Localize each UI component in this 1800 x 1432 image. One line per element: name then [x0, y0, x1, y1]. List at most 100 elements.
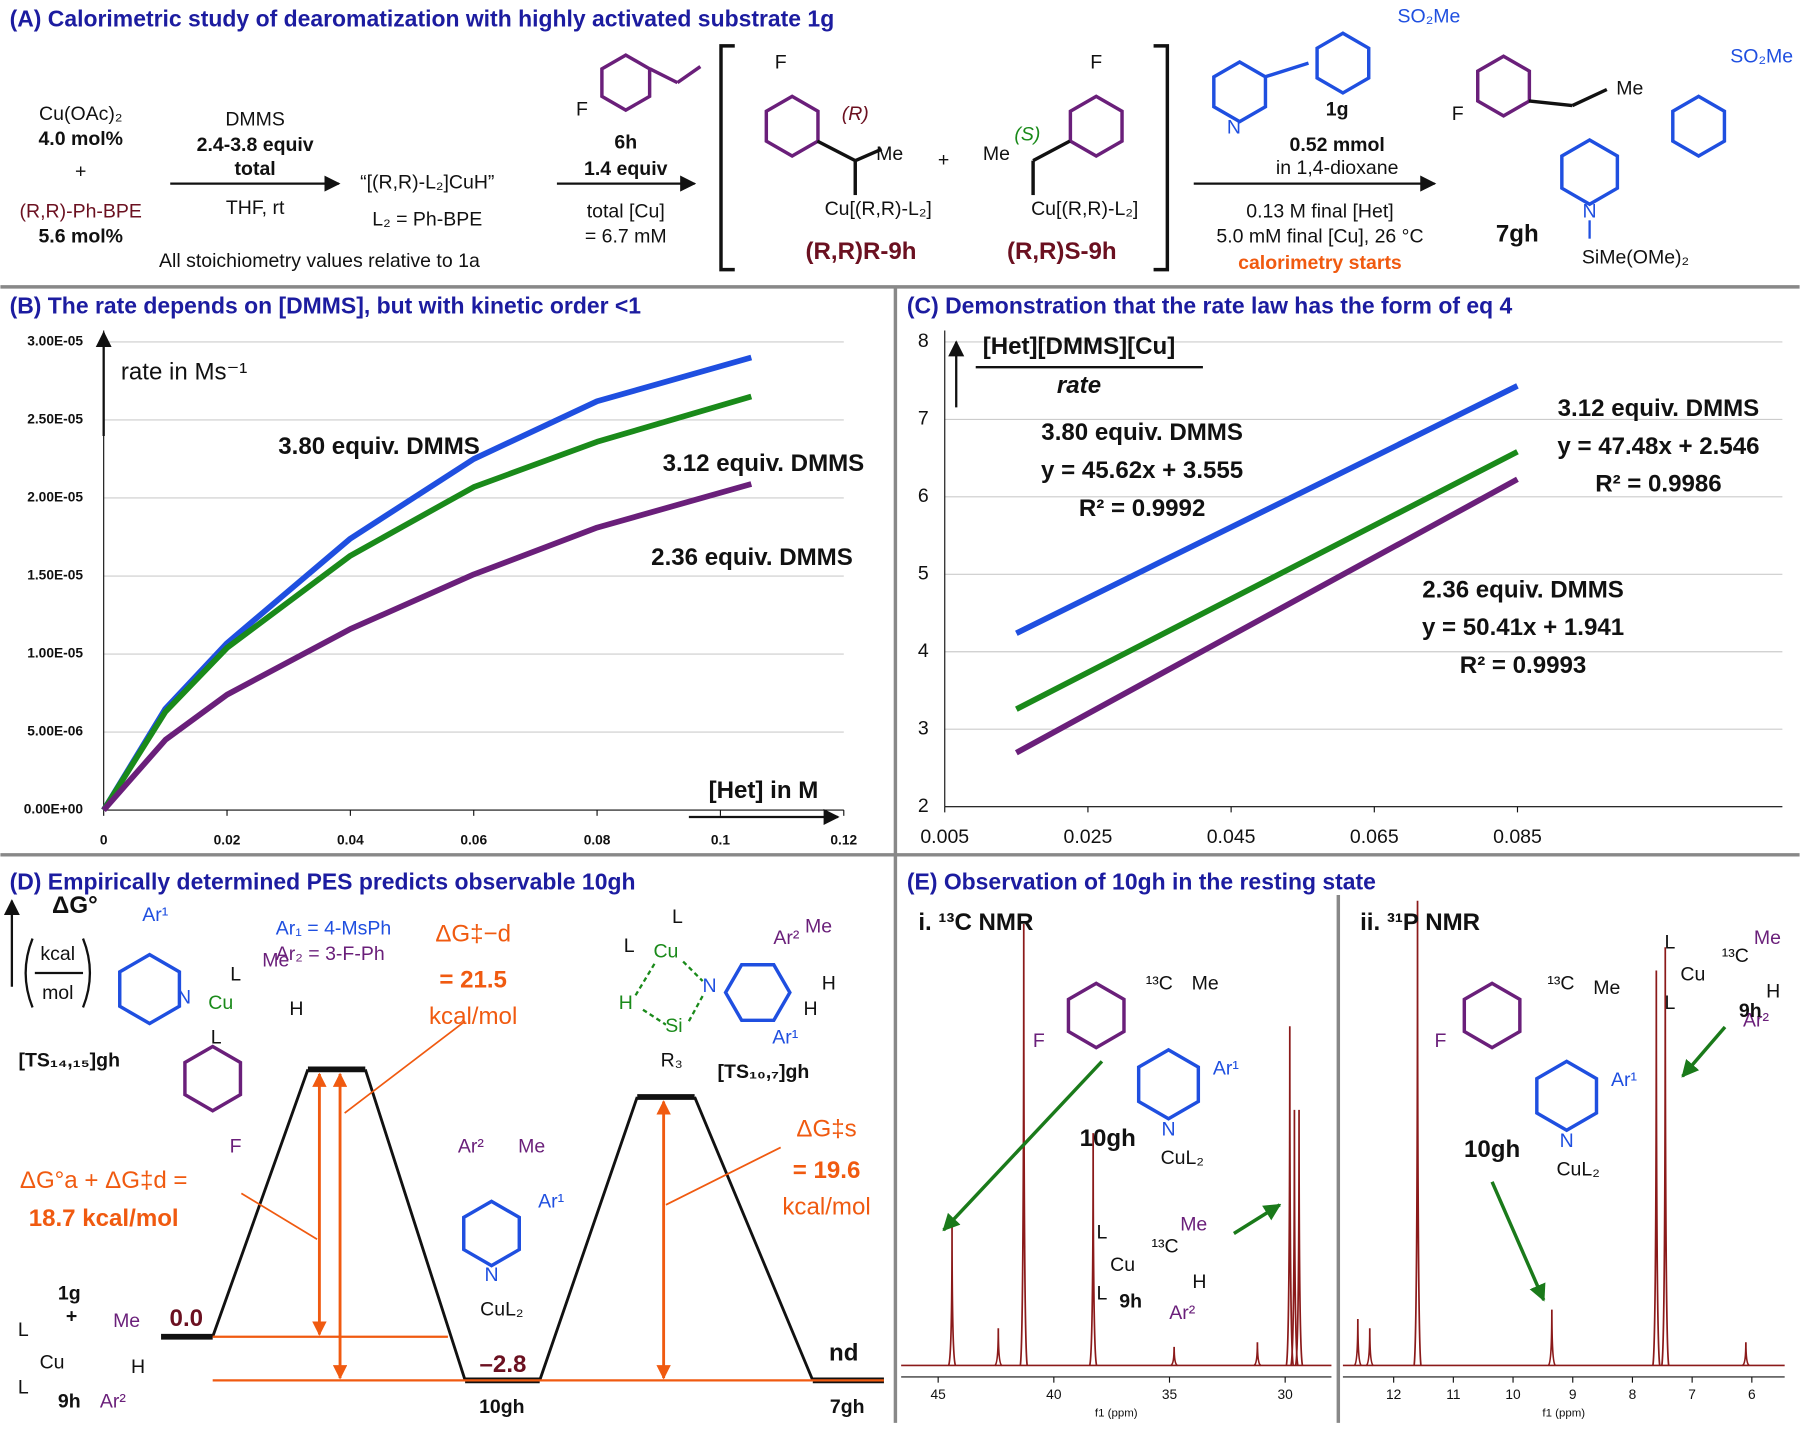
label: F [775, 51, 787, 73]
peak [1652, 970, 1661, 1366]
label: L [18, 1319, 29, 1341]
ring [1315, 31, 1371, 95]
line [942, 1060, 1104, 1232]
y-tick-label: 3 [918, 717, 929, 739]
peak [1365, 1328, 1374, 1367]
x-tick-label: 0.005 [920, 826, 969, 848]
label: 10gh [1464, 1136, 1520, 1163]
label: F [230, 1136, 242, 1158]
label: ¹³C [1547, 973, 1574, 995]
label: 0.13 M final [Het] [1246, 200, 1393, 222]
label: 4.0 mol% [38, 128, 123, 150]
label: “[(R,R)-L₂]CuH” [360, 172, 494, 194]
label: Cu [208, 992, 233, 1014]
x-tick-label: 0.065 [1350, 826, 1399, 848]
label: L [672, 906, 683, 928]
ring [1535, 1059, 1599, 1133]
peak [1253, 1342, 1262, 1367]
series-label: 3.12 equiv. DMMS [1558, 395, 1760, 422]
y-tick-label: 2.50E-05 [27, 412, 83, 427]
peak [947, 1226, 957, 1366]
label: [Het][DMMS][Cu] [983, 333, 1176, 360]
line [665, 1146, 782, 1206]
x-tick-label: 35 [1162, 1387, 1178, 1402]
label: [TS₁₄,₁₅]gh [18, 1050, 120, 1072]
label: total [235, 158, 276, 180]
data-line [1014, 476, 1519, 756]
x-tick-label: 0.06 [460, 833, 487, 848]
label: 18.7 kcal/mol [29, 1205, 179, 1232]
label: 0.0 [170, 1305, 203, 1332]
x-tick-label: 45 [931, 1387, 947, 1402]
label: + [66, 1305, 77, 1327]
peak [1019, 923, 1029, 1366]
label: F [1090, 51, 1102, 73]
label: Cu [1110, 1254, 1135, 1276]
ring [1136, 1047, 1201, 1121]
peak [1413, 900, 1422, 1366]
x-tick-label: 30 [1278, 1387, 1294, 1402]
x-tick-label: 0.085 [1493, 826, 1542, 848]
label: (R,R)-Ph-BPE [20, 200, 142, 222]
label: Cu [653, 941, 678, 963]
y-tick-label: 1.50E-05 [27, 568, 83, 583]
label: calorimetry starts [1238, 252, 1402, 274]
paren [24, 938, 91, 1008]
label: L [624, 935, 635, 957]
y-tick-label: 4 [918, 640, 929, 662]
peak [1285, 1026, 1295, 1366]
ring [183, 1044, 243, 1113]
label: ¹³C [1722, 945, 1749, 967]
r-squared: R² = 0.9993 [1460, 652, 1587, 679]
line [676, 65, 702, 85]
label: 10gh [479, 1396, 525, 1418]
label: Cu[(R,R)-L₂] [1031, 198, 1138, 220]
label: N [1583, 200, 1597, 222]
label: Ar₂ = 3-F-Ph [276, 943, 385, 965]
x-tick-label: 0.12 [830, 833, 857, 848]
label: rate [1057, 372, 1101, 399]
label: + [75, 160, 86, 182]
label: kcal [40, 943, 75, 965]
label: ¹³C [1152, 1235, 1179, 1257]
x-tick-label: 9 [1569, 1387, 1577, 1402]
label: ΔG‡s [796, 1116, 856, 1143]
label: Me [1616, 78, 1643, 100]
label: F [576, 98, 588, 120]
label: Me [1754, 927, 1781, 949]
label: L [18, 1377, 29, 1399]
label: H [131, 1356, 145, 1378]
line [1264, 61, 1310, 79]
label: kcal/mol [782, 1194, 870, 1221]
label: Me [113, 1310, 140, 1332]
dash [632, 960, 704, 1026]
label: N [1560, 1130, 1574, 1152]
label: 2.4-3.8 equiv [197, 134, 314, 156]
ring [1476, 54, 1532, 118]
r-squared: R² = 0.9992 [1079, 495, 1206, 522]
ring [1671, 94, 1727, 159]
label: DMMS [225, 109, 285, 131]
label: L [230, 963, 241, 985]
label: Si [665, 1015, 682, 1037]
label: L [1664, 992, 1675, 1014]
data-line [1015, 383, 1519, 636]
line [1681, 1025, 1727, 1078]
label: F [1033, 1030, 1045, 1052]
label: 1g [58, 1282, 81, 1304]
label: CuL₂ [1556, 1159, 1599, 1181]
label: Cu [40, 1351, 65, 1373]
label: L [211, 1027, 222, 1049]
series-label: 3.80 equiv. DMMS [278, 433, 480, 460]
label: –2.8 [480, 1351, 527, 1378]
label: 5.0 mM final [Cu], 26 °C [1216, 226, 1423, 248]
ring [1212, 59, 1268, 124]
line [1232, 1203, 1282, 1235]
peak [1294, 1109, 1304, 1366]
label: 1.4 equiv [584, 158, 668, 180]
ring [723, 963, 792, 1023]
label: 7gh [1496, 221, 1539, 248]
label: 9h [58, 1390, 81, 1412]
series-label: 3.80 equiv. DMMS [1041, 419, 1243, 446]
label: H [1766, 981, 1780, 1003]
